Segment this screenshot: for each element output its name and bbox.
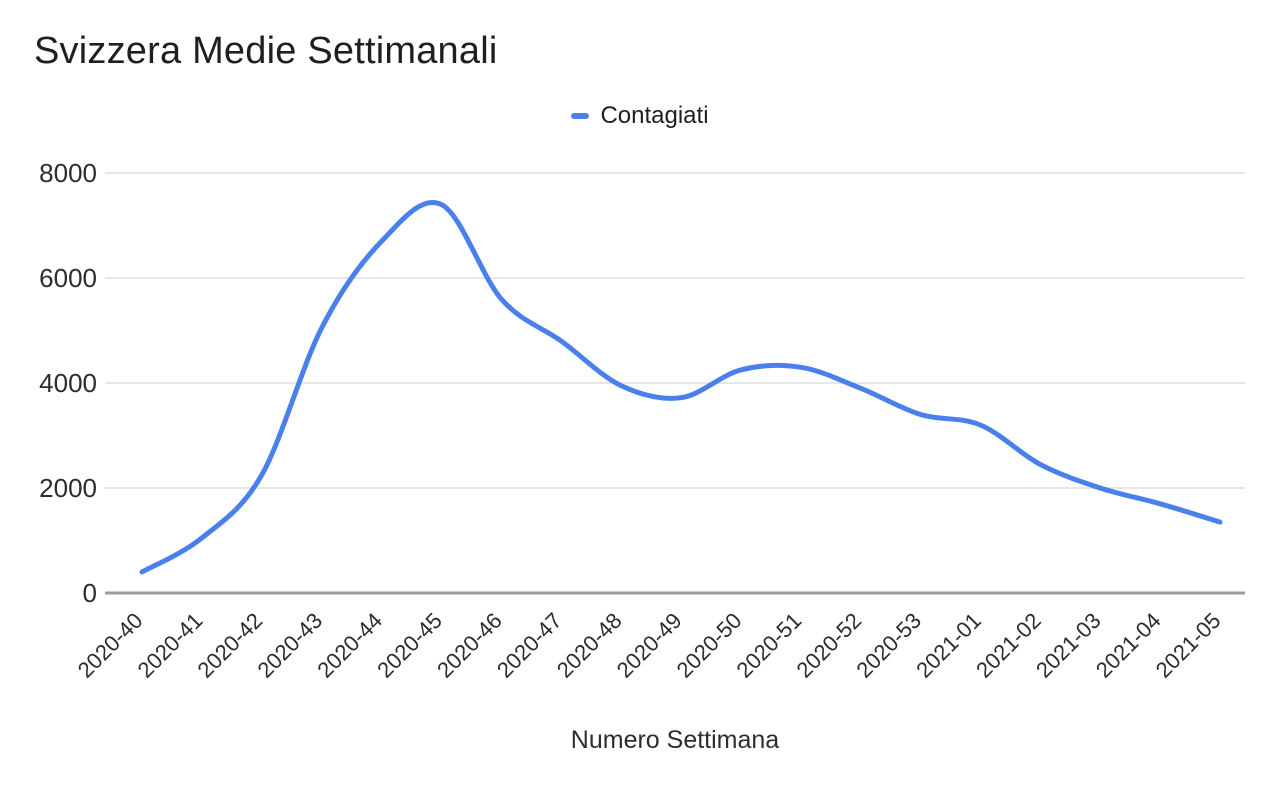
x-tick-label: 2020-43 <box>252 608 327 683</box>
x-tick-label: 2020-52 <box>791 608 866 683</box>
x-tick-label: 2020-42 <box>193 608 268 683</box>
x-tick-label: 2021-05 <box>1151 608 1226 683</box>
series-line-contagiati <box>139 200 1223 575</box>
y-tick-label: 0 <box>83 578 97 608</box>
x-tick-label: 2021-03 <box>1031 608 1106 683</box>
y-tick-label: 6000 <box>39 263 97 293</box>
x-tick-label: 2020-53 <box>851 608 926 683</box>
x-tick-label: 2020-41 <box>133 608 208 683</box>
x-tick-label: 2021-01 <box>911 608 986 683</box>
x-axis-title: Numero Settimana <box>570 726 780 754</box>
y-tick-label: 2000 <box>39 473 97 503</box>
y-tick-label: 4000 <box>39 368 97 398</box>
x-tick-label: 2021-04 <box>1091 608 1166 683</box>
y-tick-label: 8000 <box>39 158 97 188</box>
x-tick-label: 2021-02 <box>971 608 1046 683</box>
x-tick-label: 2020-51 <box>732 608 807 683</box>
x-tick-label: 2020-44 <box>312 608 387 683</box>
x-tick-label: 2020-45 <box>372 608 447 683</box>
chart-title: Svizzera Medie Settimanali <box>34 30 498 72</box>
x-tick-label: 2020-48 <box>552 608 627 683</box>
line-chart-plot: 020004000600080002020-402020-412020-4220… <box>39 158 1245 683</box>
x-tick-label: 2020-46 <box>432 608 507 683</box>
x-tick-label: 2020-49 <box>612 608 687 683</box>
x-tick-label: 2020-50 <box>672 608 747 683</box>
x-tick-label: 2020-47 <box>492 608 567 683</box>
x-tick-label: 2020-40 <box>73 608 148 683</box>
